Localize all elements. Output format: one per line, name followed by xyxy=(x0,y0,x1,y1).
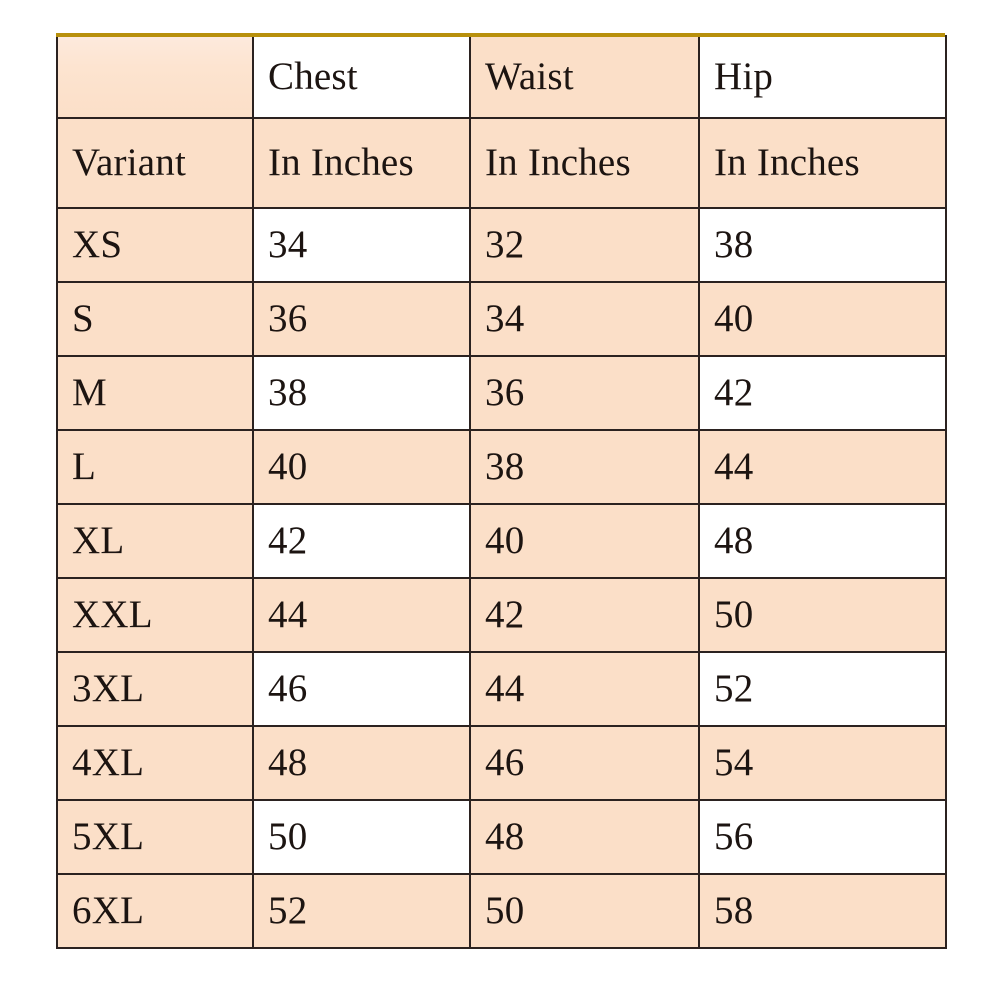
cell-chest: 42 xyxy=(252,503,471,579)
table-row: M 38 36 42 xyxy=(56,355,947,431)
cell-hip: 58 xyxy=(698,873,947,949)
cell-variant: M xyxy=(56,355,254,431)
table-row: XS 34 32 38 xyxy=(56,207,947,283)
cell-waist: 40 xyxy=(469,503,700,579)
header-corner-cell xyxy=(56,35,254,119)
table-row: L 40 38 44 xyxy=(56,429,947,505)
cell-chest: 48 xyxy=(252,725,471,801)
cell-variant: S xyxy=(56,281,254,357)
cell-waist: 42 xyxy=(469,577,700,653)
cell-variant: 3XL xyxy=(56,651,254,727)
table-header: Chest Waist Hip Variant In Inches In Inc… xyxy=(56,35,947,209)
cell-waist: 34 xyxy=(469,281,700,357)
cell-chest: 38 xyxy=(252,355,471,431)
cell-hip: 44 xyxy=(698,429,947,505)
cell-variant: 6XL xyxy=(56,873,254,949)
cell-hip: 56 xyxy=(698,799,947,875)
cell-waist: 48 xyxy=(469,799,700,875)
cell-chest: 44 xyxy=(252,577,471,653)
cell-chest: 40 xyxy=(252,429,471,505)
cell-variant: XL xyxy=(56,503,254,579)
cell-variant: XS xyxy=(56,207,254,283)
header-hip: Hip xyxy=(698,35,947,119)
header-waist: Waist xyxy=(469,35,700,119)
header-variant: Variant xyxy=(56,117,254,209)
cell-hip: 50 xyxy=(698,577,947,653)
cell-variant: L xyxy=(56,429,254,505)
cell-waist: 46 xyxy=(469,725,700,801)
table-row: XXL 44 42 50 xyxy=(56,577,947,653)
cell-chest: 36 xyxy=(252,281,471,357)
cell-variant: XXL xyxy=(56,577,254,653)
cell-waist: 44 xyxy=(469,651,700,727)
table-row: XL 42 40 48 xyxy=(56,503,947,579)
cell-waist: 32 xyxy=(469,207,700,283)
table-body: XS 34 32 38 S 36 34 40 M 38 36 42 L 40 3… xyxy=(56,207,947,949)
table-row: 6XL 52 50 58 xyxy=(56,873,947,949)
cell-hip: 52 xyxy=(698,651,947,727)
header-chest-units: In Inches xyxy=(252,117,471,209)
size-chart-table: Chest Waist Hip Variant In Inches In Inc… xyxy=(56,35,947,949)
cell-variant: 5XL xyxy=(56,799,254,875)
cell-hip: 40 xyxy=(698,281,947,357)
cell-chest: 46 xyxy=(252,651,471,727)
cell-waist: 36 xyxy=(469,355,700,431)
table-row: 5XL 50 48 56 xyxy=(56,799,947,875)
cell-chest: 50 xyxy=(252,799,471,875)
cell-hip: 38 xyxy=(698,207,947,283)
cell-waist: 38 xyxy=(469,429,700,505)
header-chest: Chest xyxy=(252,35,471,119)
cell-chest: 34 xyxy=(252,207,471,283)
cell-hip: 48 xyxy=(698,503,947,579)
header-row-units: Variant In Inches In Inches In Inches xyxy=(56,117,947,209)
cell-variant: 4XL xyxy=(56,725,254,801)
cell-hip: 42 xyxy=(698,355,947,431)
header-waist-units: In Inches xyxy=(469,117,700,209)
cell-chest: 52 xyxy=(252,873,471,949)
header-row-measurement: Chest Waist Hip xyxy=(56,35,947,119)
table-row: 3XL 46 44 52 xyxy=(56,651,947,727)
table-row: S 36 34 40 xyxy=(56,281,947,357)
cell-hip: 54 xyxy=(698,725,947,801)
header-hip-units: In Inches xyxy=(698,117,947,209)
table-top-accent-rule xyxy=(56,33,945,37)
cell-waist: 50 xyxy=(469,873,700,949)
table-row: 4XL 48 46 54 xyxy=(56,725,947,801)
